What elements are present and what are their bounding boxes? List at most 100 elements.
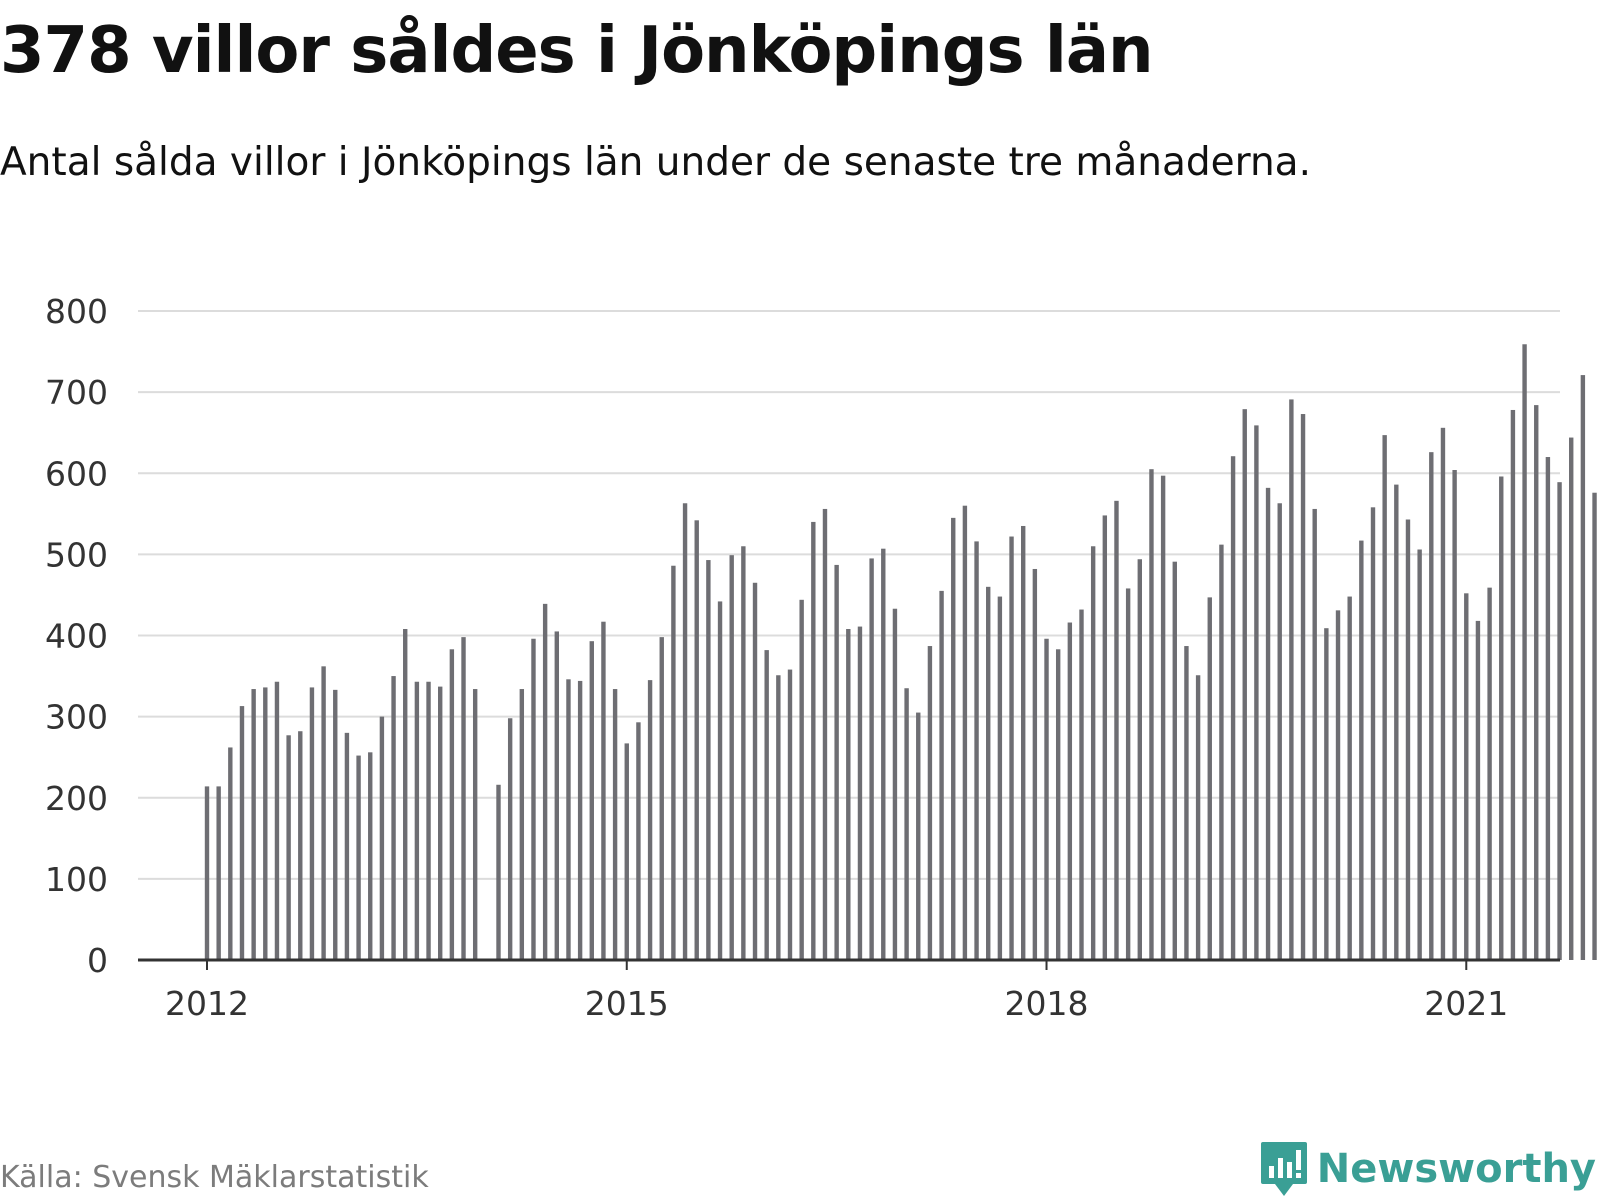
- bar: [1230, 456, 1236, 960]
- bar: [787, 669, 793, 960]
- bar: [228, 747, 233, 960]
- bar: [1044, 638, 1049, 960]
- bar: [542, 603, 548, 960]
- bar: [1300, 414, 1306, 960]
- y-tick-label: 200: [45, 779, 108, 818]
- bar: [1067, 622, 1073, 960]
- bar: [1254, 425, 1259, 961]
- bar: [1580, 375, 1586, 960]
- bar: [1277, 503, 1282, 960]
- bar: [1324, 628, 1329, 960]
- bar: [507, 718, 513, 960]
- bar: [1569, 437, 1574, 960]
- y-tick-label: 600: [45, 454, 108, 493]
- bar: [1510, 409, 1516, 960]
- bar: [776, 675, 781, 960]
- y-tick-label: 100: [45, 860, 108, 899]
- bar: [216, 786, 221, 960]
- bar: [997, 596, 1003, 960]
- bar: [904, 688, 909, 960]
- x-tick-label: 2018: [1005, 984, 1089, 1023]
- bar: [694, 520, 699, 960]
- newsworthy-logo-icon: [1260, 1142, 1307, 1196]
- bar: [846, 629, 851, 960]
- y-tick-label: 300: [45, 698, 108, 737]
- chart-title: 378 villor såldes i Jönköpings län: [0, 14, 1154, 88]
- bar: [811, 521, 816, 960]
- bar: [321, 666, 326, 960]
- bar: [403, 629, 408, 960]
- y-axis-tick-labels: 0 100 200 300 400 500 600 700 800: [45, 292, 108, 980]
- bar: [1534, 405, 1539, 961]
- bar: [1592, 492, 1597, 960]
- bars: [204, 344, 1597, 961]
- brand-logo: Newsworthy: [1259, 1140, 1596, 1198]
- x-axis-ticks: 20122015201820212023: [165, 960, 1508, 1023]
- bar: [799, 599, 804, 960]
- bar: [1312, 508, 1317, 960]
- bar: [1137, 559, 1142, 960]
- bar: [344, 732, 350, 960]
- bar: [1242, 409, 1247, 960]
- y-tick-label: 800: [45, 292, 108, 331]
- bar: [356, 755, 361, 960]
- bar: [449, 649, 455, 960]
- bar: [624, 743, 629, 960]
- bar: [554, 631, 559, 960]
- x-tick-label: 2015: [585, 984, 669, 1023]
- bar: [239, 706, 245, 960]
- bar: [741, 546, 746, 960]
- y-tick-label: 0: [87, 941, 108, 980]
- bar: [682, 503, 688, 960]
- bar: [1160, 475, 1166, 960]
- y-tick-label: 400: [45, 617, 108, 656]
- bar: [927, 646, 933, 960]
- bar: [1114, 500, 1119, 960]
- bar: [1125, 588, 1131, 960]
- bar: [764, 650, 769, 960]
- bar: [1289, 399, 1294, 960]
- x-tick-label: 2012: [165, 984, 249, 1023]
- bar: [729, 555, 734, 960]
- bar: [577, 680, 583, 960]
- bar: [379, 716, 385, 960]
- bar: [1347, 596, 1352, 960]
- bar: [1487, 587, 1492, 960]
- bar: [706, 560, 711, 960]
- bar: [752, 582, 758, 960]
- bar: [589, 641, 594, 960]
- bar: [857, 626, 863, 960]
- bar: [309, 687, 315, 960]
- bar: [869, 558, 874, 960]
- brand-name: Newsworthy: [1316, 1146, 1596, 1192]
- bar: [1172, 561, 1177, 960]
- bar: [333, 689, 338, 960]
- bar: [671, 565, 676, 960]
- bar: [472, 689, 478, 960]
- bar: [298, 731, 303, 960]
- bar: [1359, 540, 1364, 960]
- bar: [881, 548, 886, 960]
- bar: [286, 735, 291, 960]
- y-tick-label: 700: [45, 373, 108, 412]
- bar: [962, 505, 968, 960]
- bar: [1557, 482, 1562, 960]
- bar: [892, 608, 898, 960]
- chart-subtitle: Antal sålda villor i Jönköpings län unde…: [0, 140, 1311, 185]
- bar: [1335, 610, 1341, 960]
- bar: [1394, 484, 1399, 960]
- bar: [438, 686, 443, 960]
- bar: [1032, 568, 1038, 960]
- bar: [1055, 649, 1061, 960]
- bar: [1440, 427, 1446, 960]
- bar: [1405, 519, 1411, 960]
- bar: [659, 637, 664, 960]
- bar: [274, 681, 280, 960]
- bar: [636, 722, 641, 960]
- y-tick-label: 500: [45, 535, 108, 574]
- bar: [566, 679, 571, 960]
- bar: [1522, 344, 1527, 961]
- bar: [414, 681, 420, 960]
- bar: [834, 564, 839, 960]
- bar: [1009, 536, 1014, 960]
